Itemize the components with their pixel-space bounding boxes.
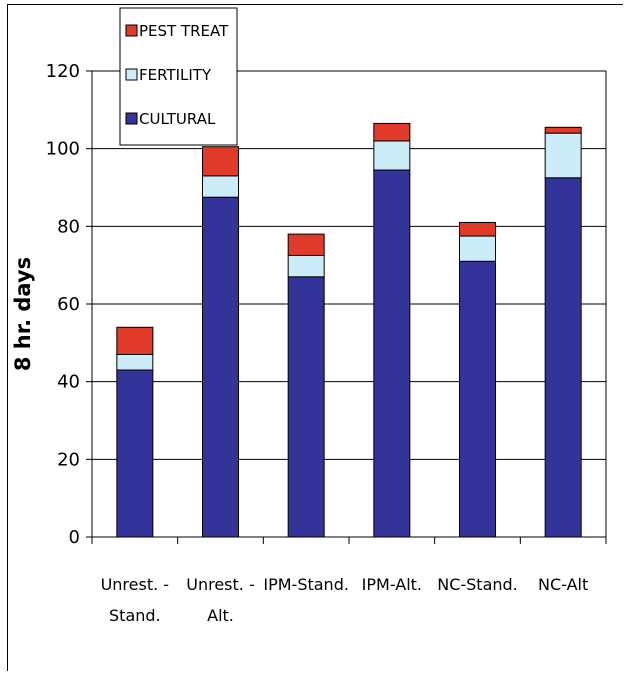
bar-cultural	[544, 177, 582, 538]
x-category-label: Unrest. -	[101, 575, 169, 594]
bar-cultural	[459, 260, 496, 538]
x-category-label: Unrest. -	[186, 575, 254, 594]
x-category-label: Alt.	[207, 606, 234, 625]
x-category-label: NC-Alt	[538, 575, 588, 594]
bar-fertility	[287, 254, 325, 278]
y-tick-label: 80	[57, 216, 80, 237]
legend-label: PEST TREAT	[139, 22, 229, 40]
bar-fertility	[373, 140, 411, 171]
bar-cultural	[287, 276, 325, 538]
y-tick-label: 60	[57, 294, 80, 315]
x-category-label: IPM-Stand.	[263, 575, 349, 594]
bar-pest-treat	[287, 233, 325, 256]
bar-pest-treat	[202, 146, 239, 177]
bar-cultural	[202, 196, 239, 538]
legend-label: CULTURAL	[139, 110, 216, 128]
bar-pest-treat	[116, 326, 154, 355]
legend-box	[119, 7, 238, 146]
y-tick-label: 120	[46, 61, 80, 82]
legend-swatch	[125, 68, 138, 81]
y-tick-label: 20	[57, 449, 80, 470]
y-tick-label: 0	[69, 527, 80, 548]
bar-fertility	[202, 175, 239, 198]
bar-pest-treat	[544, 126, 582, 134]
x-category-label: NC-Stand.	[437, 575, 518, 594]
bar-fertility	[544, 132, 582, 179]
chart-frame	[7, 4, 623, 671]
legend-swatch	[125, 112, 138, 125]
y-tick-label: 100	[46, 139, 80, 160]
legend-label: FERTILITY	[139, 66, 212, 84]
bar-cultural	[116, 369, 154, 538]
y-tick-label: 40	[57, 372, 80, 393]
bar-pest-treat	[459, 221, 496, 237]
bar-fertility	[116, 353, 154, 371]
x-category-label: IPM-Alt.	[362, 575, 422, 594]
legend-swatch	[125, 24, 138, 37]
x-category-label: Stand.	[109, 606, 161, 625]
bar-cultural	[373, 169, 411, 538]
y-axis-label: 8 hr. days	[11, 257, 35, 371]
bar-fertility	[459, 235, 496, 262]
bar-pest-treat	[373, 122, 411, 142]
